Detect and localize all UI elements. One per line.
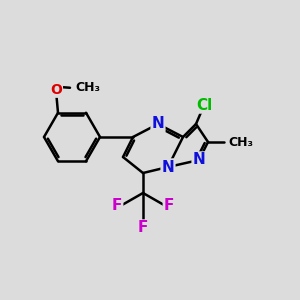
Text: F: F bbox=[112, 197, 122, 212]
Text: Cl: Cl bbox=[196, 98, 212, 112]
Text: F: F bbox=[138, 220, 148, 236]
Text: CH₃: CH₃ bbox=[75, 81, 100, 94]
Text: N: N bbox=[193, 152, 206, 167]
Text: N: N bbox=[162, 160, 174, 175]
Text: F: F bbox=[164, 197, 174, 212]
Text: CH₃: CH₃ bbox=[228, 136, 253, 148]
Text: N: N bbox=[152, 116, 164, 131]
Text: O: O bbox=[50, 83, 62, 97]
